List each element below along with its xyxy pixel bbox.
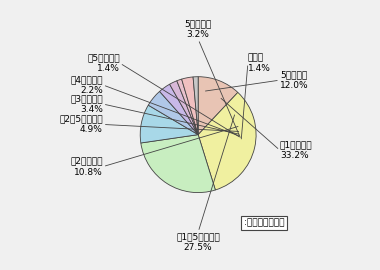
Wedge shape <box>193 77 198 135</box>
Text: 〜4万円未満
2.2%: 〜4万円未満 2.2% <box>70 75 103 95</box>
Wedge shape <box>198 77 238 135</box>
Text: 〜1万円未満
33.2%: 〜1万円未満 33.2% <box>280 140 313 160</box>
Text: 〜5万円未満
1.4%: 〜5万円未満 1.4% <box>87 53 120 73</box>
Wedge shape <box>182 77 198 135</box>
Wedge shape <box>140 105 198 143</box>
Wedge shape <box>177 79 198 135</box>
Text: 5万円以上
3.2%: 5万円以上 3.2% <box>185 19 212 39</box>
Text: 〜3万円未満
3.4%: 〜3万円未満 3.4% <box>70 94 103 114</box>
Wedge shape <box>169 81 198 135</box>
Wedge shape <box>160 84 198 135</box>
Text: 5千円未満
12.0%: 5千円未満 12.0% <box>280 70 309 90</box>
Text: 〜2万5千円未満
4.9%: 〜2万5千円未満 4.9% <box>59 114 103 134</box>
Text: 無回答
1.4%: 無回答 1.4% <box>248 53 271 73</box>
Text: 〜2万円未満
10.8%: 〜2万円未満 10.8% <box>70 157 103 177</box>
Text: :個人年金加入者: :個人年金加入者 <box>244 219 284 228</box>
Wedge shape <box>141 135 215 193</box>
Wedge shape <box>198 92 256 190</box>
Wedge shape <box>148 92 198 135</box>
Text: 〜1万5千円未満
27.5%: 〜1万5千円未満 27.5% <box>176 232 220 252</box>
